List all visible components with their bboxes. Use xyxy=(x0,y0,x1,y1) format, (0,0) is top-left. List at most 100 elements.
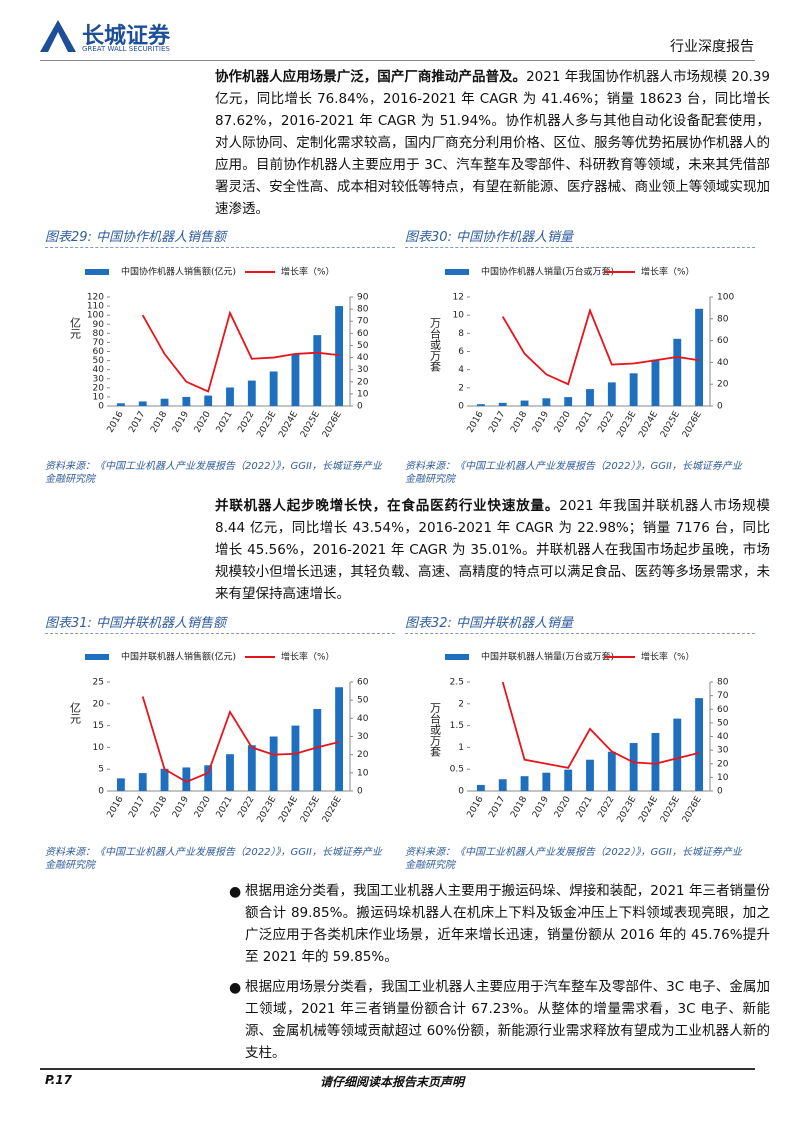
bar xyxy=(247,745,256,791)
y2-tick-label: 80 xyxy=(717,678,729,688)
page-number: P.17 xyxy=(45,1073,72,1087)
legend-swatch xyxy=(445,269,469,275)
x-tick-label: 2026E xyxy=(681,409,704,439)
y-tick-label: 120 xyxy=(87,293,104,303)
y2-tick-label: 40 xyxy=(357,714,369,724)
x-tick-label: 2017 xyxy=(487,795,507,820)
report-type: 行业深度报告 xyxy=(670,39,754,55)
y2-tick-label: 30 xyxy=(357,732,369,742)
figure-source: 资料来源：《中国工业机器人产业发展报告（2022）》，GGII，长城证券产业金融… xyxy=(405,847,742,871)
logo-cn: 长城证券 xyxy=(82,24,171,49)
x-tick-label: 2025E xyxy=(659,794,682,824)
x-tick-label: 2022 xyxy=(236,795,256,820)
growth-line xyxy=(141,696,340,783)
logo-en: GREAT WALL SECURITIES xyxy=(82,45,170,53)
y2-tick-label: 60 xyxy=(717,336,729,346)
bar xyxy=(116,403,125,406)
y2-tick-label: 60 xyxy=(357,329,369,339)
bar xyxy=(160,398,169,406)
x-tick-label: 2016 xyxy=(466,795,486,820)
chart: 中国协作机器人销量(万台或万套) 增长率（%） 万台或万套 0 2 4 6 8 10 12 0 20 4… xyxy=(429,266,735,440)
y-tick-label: 0 xyxy=(458,402,464,412)
y2-tick-label: 20 xyxy=(357,750,369,760)
y-tick-label: 2.5 xyxy=(450,678,464,688)
x-tick-label: 2016 xyxy=(106,795,126,820)
growth-line xyxy=(141,310,340,393)
bar xyxy=(695,698,704,791)
y-tick-label: 20 xyxy=(93,699,105,709)
bar xyxy=(520,776,529,791)
x-tick-label: 2023E xyxy=(615,409,638,439)
bar xyxy=(182,767,191,791)
y-tick-label: 0 xyxy=(98,787,104,797)
x-tick-label: 2020 xyxy=(553,410,573,435)
chart: 中国并联机器人销量(万台或万套) 增长率（%） 万台或万套 0 0.5 1 1.5 2 2.5 0… xyxy=(429,651,729,825)
x-tick-label: 2021 xyxy=(215,795,235,820)
bar xyxy=(564,397,573,406)
legend-label: 中国并联机器人销售额(亿元) xyxy=(121,651,236,663)
bar xyxy=(226,387,234,406)
disclaimer: 请仔细阅读本报告末页声明 xyxy=(320,1075,465,1089)
bar xyxy=(564,769,573,791)
x-tick-label: 2020 xyxy=(193,795,213,820)
bar xyxy=(182,396,191,406)
y2-tick-label: 10 xyxy=(357,389,369,399)
bar xyxy=(629,373,638,406)
figure-caption: 图表29: 中国协作机器人销售额 xyxy=(45,226,395,248)
bullet-dot: ● xyxy=(229,980,242,996)
bar xyxy=(291,354,300,406)
y2-tick-label: 40 xyxy=(717,732,729,742)
y-tick-label: 5 xyxy=(98,765,104,775)
bar xyxy=(476,404,485,406)
chart: 中国并联机器人销售额(亿元) 增长率（%） 亿元 0 5 10 15 20 25 0 10 20 30 4… xyxy=(69,651,369,825)
paragraph-text: 2021 年我国并联机器人市场规模 8.44 亿元，同比增长 43.54%，20… xyxy=(215,498,770,602)
bar xyxy=(116,778,125,791)
x-tick-label: 2018 xyxy=(509,795,529,820)
bullet-dot: ● xyxy=(229,884,242,900)
y2-tick-label: 40 xyxy=(357,353,369,363)
bar xyxy=(204,765,213,791)
y2-tick-label: 50 xyxy=(357,696,369,706)
x-tick-label: 2023E xyxy=(255,409,278,439)
x-tick-label: 2022 xyxy=(236,410,256,435)
chart: 中国协作机器人销售额(亿元) 增长率（%）亿元010203040506070809… xyxy=(69,266,369,440)
x-tick-label: 2022 xyxy=(596,795,616,820)
y2-tick-label: 70 xyxy=(717,691,729,701)
y2-tick-label: 10 xyxy=(357,768,369,778)
bar xyxy=(335,306,344,406)
paragraph: 协作机器人应用场景广泛，国产厂商推动产品普及。2021 年我国协作机器人市场规模… xyxy=(215,66,770,220)
y-tick-label: 12 xyxy=(453,293,464,303)
y-tick-label: 4 xyxy=(458,365,464,375)
y2-tick-label: 30 xyxy=(357,365,369,375)
bullet-text: 根据用途分类看，我国工业机器人主要用于搬运码垛、焊接和装配，2021 年三者销量… xyxy=(245,883,770,965)
y-axis-label: 万台或万套 xyxy=(429,317,442,372)
bar xyxy=(542,772,551,791)
y-tick-label: 10 xyxy=(93,392,105,402)
logo-icon xyxy=(40,20,76,52)
y-tick-label: 60 xyxy=(93,347,105,357)
bar xyxy=(520,400,529,406)
x-tick-label: 2019 xyxy=(171,795,191,820)
bar xyxy=(498,402,507,406)
figure-source: 资料来源：《中国工业机器人产业发展报告（2022）》，GGII，长城证券产业金融… xyxy=(45,461,382,485)
growth-line xyxy=(501,681,700,769)
bar xyxy=(269,736,278,791)
paragraph: 并联机器人起步晚增长快，在食品医药行业快速放量。2021 年我国并联机器人市场规… xyxy=(215,495,770,605)
bar xyxy=(204,395,213,406)
bar xyxy=(313,709,322,791)
y-tick-label: 2 xyxy=(458,383,464,393)
y2-tick-label: 80 xyxy=(357,305,369,315)
legend-label: 增长率（%） xyxy=(641,651,695,663)
bar xyxy=(629,743,638,791)
bar xyxy=(651,359,660,406)
header-rule xyxy=(40,60,755,61)
bar xyxy=(498,779,507,791)
y2-tick-label: 40 xyxy=(717,358,729,368)
y2-tick-label: 20 xyxy=(717,380,729,390)
bar xyxy=(607,382,616,406)
bar xyxy=(673,338,682,406)
x-tick-label: 2016 xyxy=(466,410,486,435)
y2-tick-label: 50 xyxy=(357,341,369,351)
y2-tick-label: 10 xyxy=(717,773,729,783)
y-tick-label: 2 xyxy=(458,699,464,709)
